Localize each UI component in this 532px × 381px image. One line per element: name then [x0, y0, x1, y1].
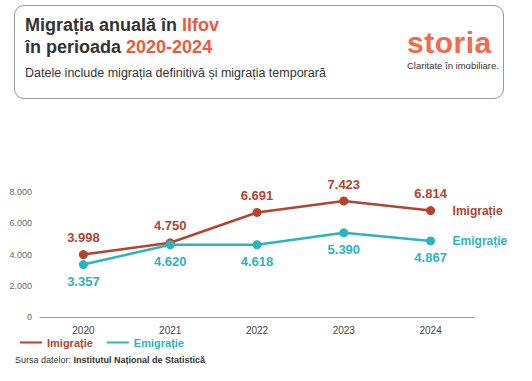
html-text:Sursa datelor: Institutul Nați: Sursa datelor: Institutul Național de St…	[15, 355, 205, 365]
svg-text:2023: 2023	[333, 325, 356, 336]
svg-text:2024: 2024	[419, 325, 442, 336]
svg-text:6.000: 6.000	[9, 218, 32, 228]
svg-text:6.814: 6.814	[414, 186, 447, 201]
svg-text:Emigrație: Emigrație	[134, 337, 184, 349]
svg-text:0: 0	[27, 312, 32, 322]
html-text:în perioada 2020-2024: în perioada 2020-2024	[25, 37, 213, 57]
svg-text:2020: 2020	[72, 325, 95, 336]
svg-text:3.357: 3.357	[67, 274, 100, 289]
svg-text:4.620: 4.620	[154, 254, 187, 269]
svg-text:4.000: 4.000	[9, 250, 32, 260]
svg-text:8.000: 8.000	[9, 187, 32, 197]
svg-text:2.000: 2.000	[9, 281, 32, 291]
svg-text:6.691: 6.691	[241, 188, 274, 203]
svg-text:4.618: 4.618	[241, 254, 274, 269]
html-text:Migrația anuală în Ilfov: Migrația anuală în Ilfov	[25, 15, 220, 35]
svg-text:2022: 2022	[246, 325, 269, 336]
html-text:Datele include migrația defini: Datele include migrația definitivă și mi…	[25, 66, 326, 80]
svg-text:Emigrație: Emigrație	[453, 234, 508, 248]
svg-text:5.390: 5.390	[328, 242, 361, 257]
svg-text:2021: 2021	[159, 325, 182, 336]
svg-text:4.867: 4.867	[414, 250, 447, 265]
html-text:storia: storia	[407, 26, 492, 59]
svg-text:4.750: 4.750	[154, 218, 187, 233]
svg-text:Imigrație: Imigrație	[453, 204, 503, 218]
html-text:Claritate în imobiliare.: Claritate în imobiliare.	[407, 60, 499, 71]
svg-text:Imigrație: Imigrație	[47, 337, 93, 349]
svg-text:7.423: 7.423	[328, 177, 361, 192]
svg-text:3.998: 3.998	[67, 230, 100, 245]
